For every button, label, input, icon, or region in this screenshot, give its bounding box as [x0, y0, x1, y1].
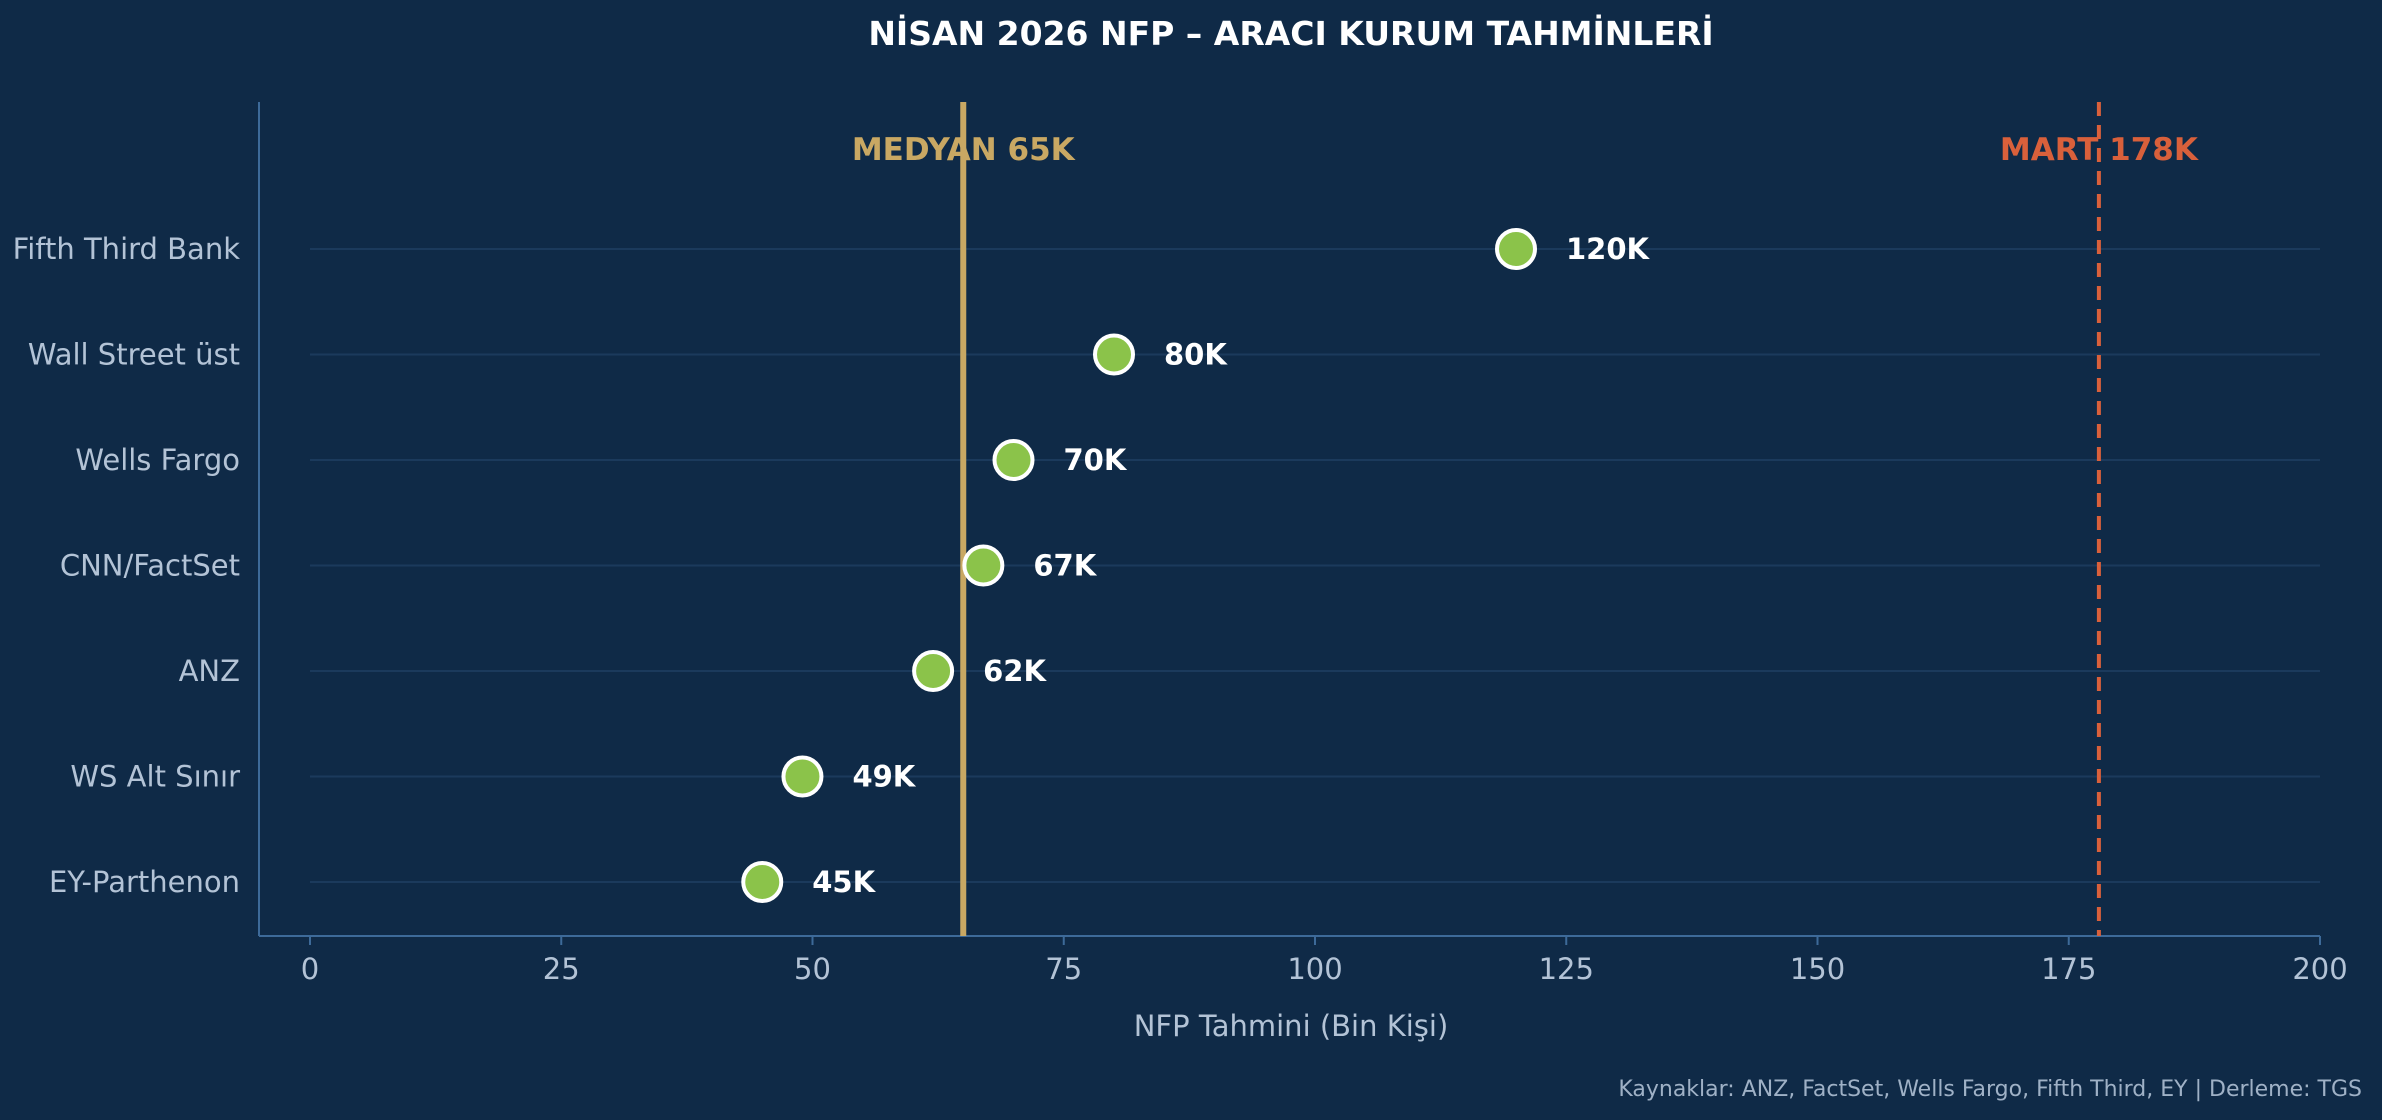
data-point — [992, 439, 1035, 481]
data-point — [781, 755, 824, 798]
grid-lines — [310, 248, 2320, 883]
data-label: 120K — [1566, 232, 1651, 266]
reference-lines: MEDYAN 65K MART 178K — [852, 102, 2199, 936]
x-tick-labels: 0 25 50 75 100 125 150 175 200 — [301, 936, 2348, 986]
data-point — [1495, 228, 1537, 270]
x-tick-label: 25 — [543, 952, 580, 986]
x-tick-label: 75 — [1045, 952, 1082, 986]
x-tick-label: 125 — [1539, 952, 1594, 986]
chart-title: NİSAN 2026 NFP – ARACI KURUM TAHMİNLERİ — [868, 13, 1713, 53]
data-point — [741, 861, 784, 903]
y-tick-label: ANZ — [179, 654, 240, 688]
data-labels: 120K 80K 70K 67K 62K 49K 45K — [812, 232, 1650, 899]
y-tick-labels: Fifth Third Bank Wall Street üst Wells Far… — [13, 232, 241, 899]
data-label: 80K — [1164, 338, 1228, 372]
data-point — [912, 650, 955, 692]
data-label: 67K — [1033, 549, 1097, 583]
axes — [258, 102, 2320, 937]
y-tick-label: WS Alt Sınır — [70, 760, 240, 794]
y-tick-label: CNN/FactSet — [60, 549, 240, 583]
data-label: 70K — [1064, 443, 1128, 477]
y-tick-label: Wells Fargo — [75, 443, 240, 477]
y-tick-label: Wall Street üst — [28, 338, 240, 372]
x-tick-label: 150 — [1790, 952, 1845, 986]
x-axis-label: NFP Tahmini (Bin Kişi) — [1134, 1009, 1449, 1043]
x-tick-label: 200 — [2292, 952, 2347, 986]
x-tick-label: 50 — [794, 952, 831, 986]
y-tick-label: EY-Parthenon — [49, 865, 240, 899]
data-label: 62K — [983, 654, 1047, 688]
data-points — [741, 228, 1537, 903]
x-tick-label: 100 — [1287, 952, 1342, 986]
reference-line-label: MEDYAN 65K — [852, 132, 1076, 168]
data-point — [962, 544, 1005, 587]
source-note: Kaynaklar: ANZ, FactSet, Wells Fargo, Fi… — [1618, 1077, 2362, 1102]
x-tick-label: 175 — [2041, 952, 2096, 986]
data-label: 45K — [812, 865, 876, 899]
data-point — [1093, 333, 1135, 376]
x-tick-label: 0 — [301, 952, 319, 986]
data-label: 49K — [852, 760, 916, 794]
reference-line-label: MART 178K — [2000, 132, 2199, 168]
y-tick-label: Fifth Third Bank — [13, 232, 241, 266]
